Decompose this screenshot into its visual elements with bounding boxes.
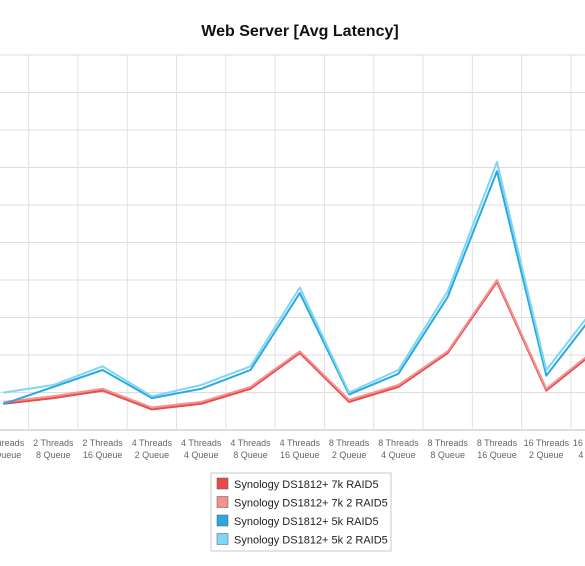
series-line-4	[3, 160, 585, 398]
legend-box	[210, 472, 392, 552]
legend-label[interactable]: Synology DS1812+ 5k 2 RAID5	[234, 535, 388, 547]
x-tick-label: 4 Threads 4 Queue	[181, 438, 222, 460]
x-tick-label: 2 Threads 16 Queue	[82, 438, 123, 460]
legend-label[interactable]: Synology DS1812+ 7k 2 RAID5	[234, 498, 388, 510]
x-tick-label: 8 Threads 4 Queue	[378, 438, 419, 460]
x-tick-label: 4 Threads 2 Queue	[132, 438, 173, 460]
series-line-2	[3, 279, 585, 409]
legend-label[interactable]: Synology DS1812+ 5k RAID5	[234, 516, 379, 528]
series-line-3	[3, 170, 585, 405]
x-tick-label: 8 Threads 8 Queue	[428, 438, 469, 460]
legend-label[interactable]: Synology DS1812+ 7k RAID5	[234, 479, 379, 491]
x-tick-label: 4 Threads 8 Queue	[230, 438, 271, 460]
series-lines	[3, 160, 585, 411]
legend-swatch[interactable]	[216, 533, 229, 545]
legend-swatch[interactable]	[216, 477, 229, 490]
legend-swatch[interactable]	[216, 496, 229, 508]
legend-swatch[interactable]	[216, 514, 229, 527]
x-tick-label: 16 Threads 2 Queue	[524, 438, 570, 460]
legend[interactable]: Synology DS1812+ 7k RAID5 Synology DS1812…	[210, 472, 392, 552]
chart-title: Web Server [Avg Latency]	[201, 23, 398, 40]
x-tick-label: 8 Threads 16 Queue	[477, 438, 518, 460]
x-tick-label: 2 Threads 8 Queue	[33, 438, 74, 460]
grid-lines	[0, 54, 585, 431]
x-tick-label: 8 Threads 2 Queue	[329, 438, 370, 460]
x-tick-label: 4 Threads 16 Queue	[280, 438, 321, 460]
